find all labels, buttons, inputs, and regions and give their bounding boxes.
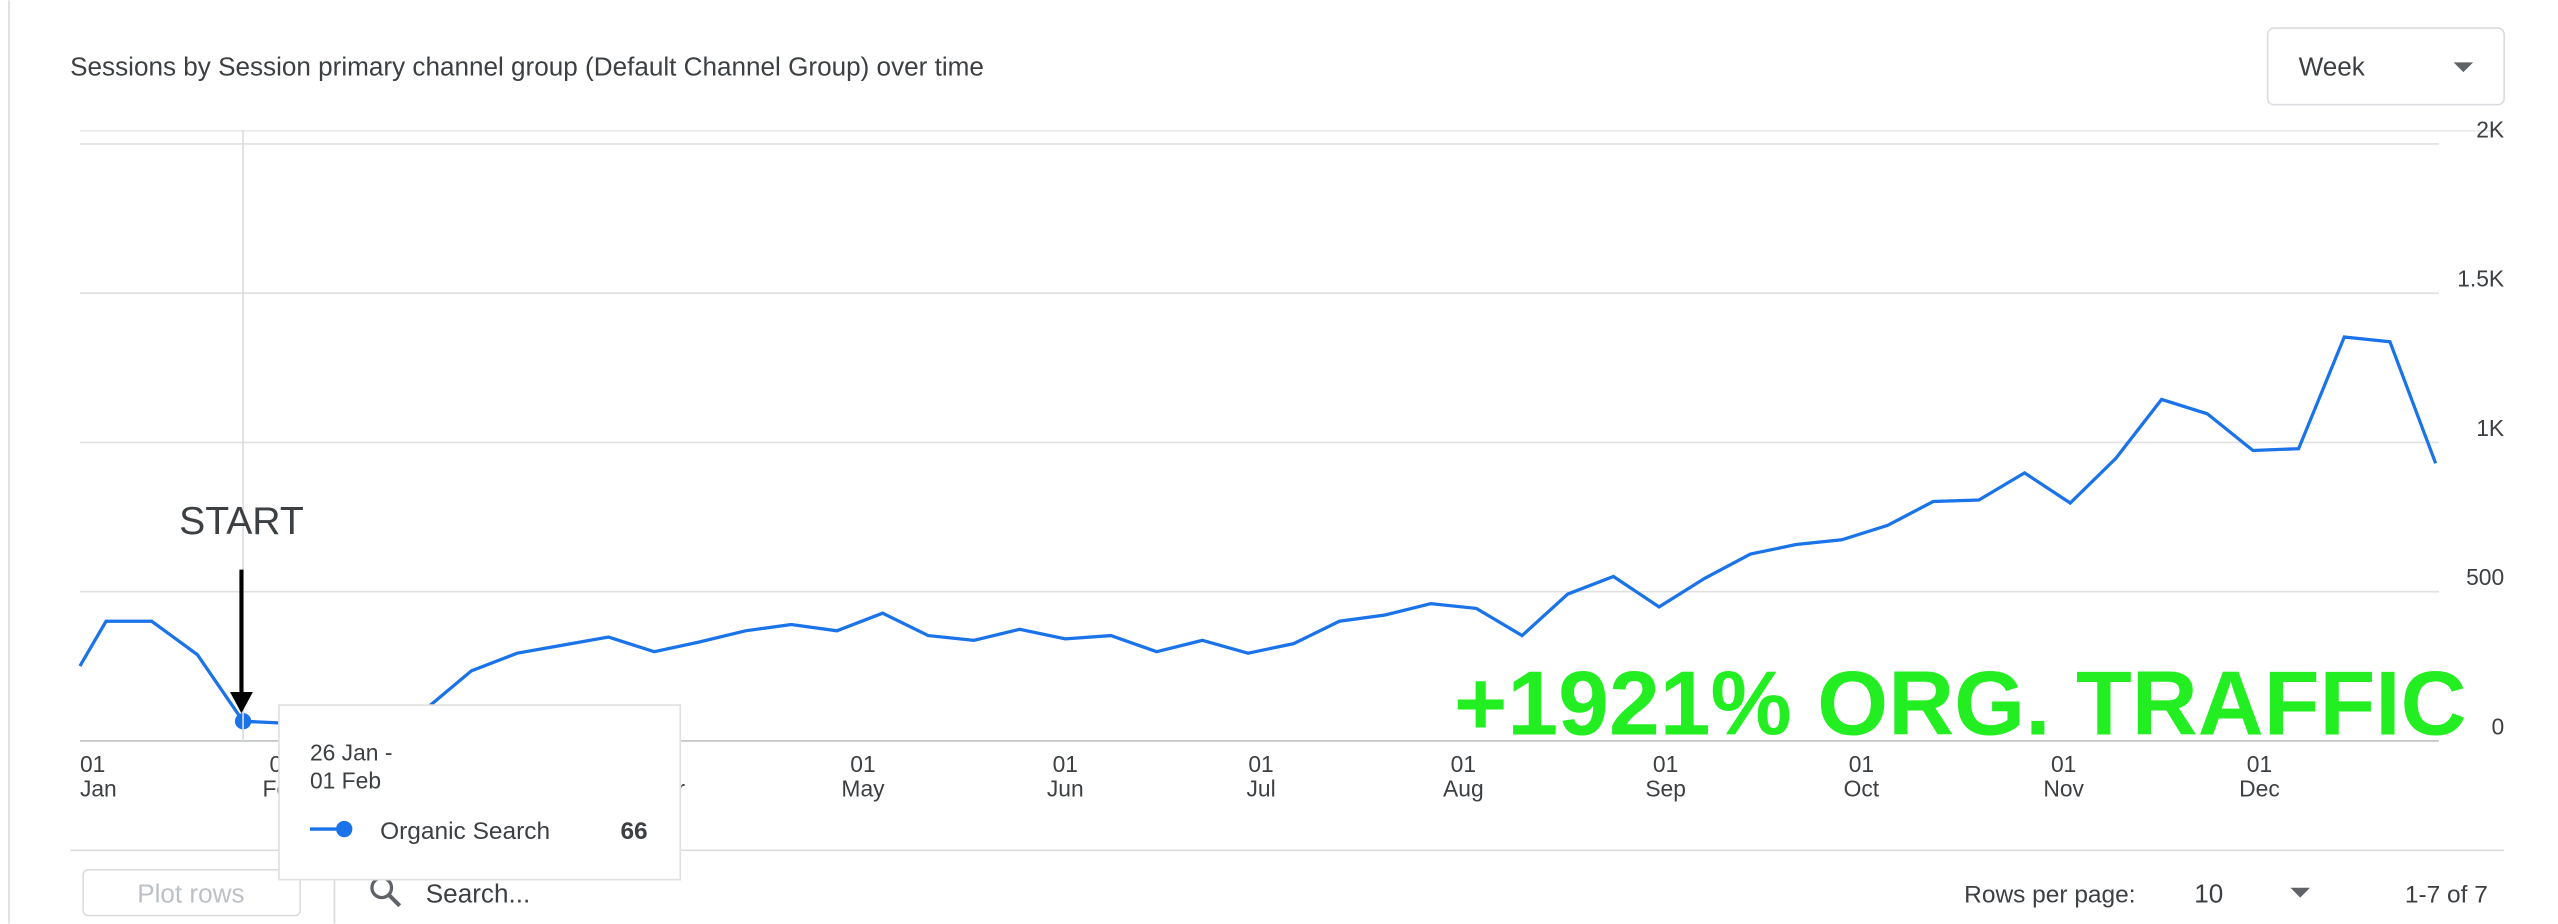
period-dropdown[interactable] [2266, 27, 2505, 106]
tooltip-series-name: Organic Search [380, 818, 550, 845]
rows-per-page-value[interactable]: 10 [2194, 878, 2223, 908]
rows-per-page-label: Rows per page: [1964, 881, 2135, 908]
x-tick-day: 01 [1053, 751, 1078, 777]
x-tick-month: Jun [1047, 775, 1084, 801]
y-tick-label: 0 [2491, 713, 2504, 739]
x-tick-day: 01 [1653, 751, 1678, 777]
y-tick-label: 2K [2476, 116, 2504, 142]
tooltip-value: 66 [620, 818, 647, 845]
x-tick-month: Dec [2239, 775, 2280, 801]
x-tick-day: 01 [2051, 751, 2076, 777]
x-tick-day: 01 [1248, 751, 1273, 777]
x-tick-month: Aug [1443, 775, 1484, 801]
plot-rows-button[interactable] [82, 869, 301, 917]
period-value[interactable]: Week [2299, 51, 2366, 81]
x-tick-day: 01 [1849, 751, 1874, 777]
tooltip: 26 Jan - 01 Feb Organic Search 66 [278, 704, 682, 881]
x-tick-day: 01 [80, 751, 105, 777]
y-tick-label: 1K [2476, 415, 2504, 441]
x-tick-day: 01 [850, 751, 875, 777]
annotation-growth: +1921% ORG. TRAFFIC [1454, 652, 2467, 754]
tooltip-box [278, 704, 682, 881]
search-icon-handle[interactable] [386, 892, 402, 908]
x-tick-month: Oct [1844, 775, 1880, 801]
y-tick-label: 1.5K [2457, 266, 2504, 292]
plot-rows-label[interactable]: Plot rows [137, 878, 244, 908]
plot-area: 05001K1.5K2K01Jan01Feb01Mar01Apr01May01J… [78, 116, 2504, 801]
tooltip-swatch-dot [336, 820, 353, 838]
x-tick-day: 01 [2247, 751, 2272, 777]
y-tick-label: 500 [2466, 564, 2504, 590]
x-tick-month: Sep [1645, 775, 1686, 801]
dropdown-arrow[interactable] [2453, 62, 2474, 73]
annotation-start: START [179, 500, 304, 543]
annotation-arrowhead [230, 692, 253, 714]
tooltip-date-from: 26 Jan - [310, 740, 393, 766]
x-tick-month: May [841, 775, 885, 801]
x-tick-month: Jan [80, 775, 117, 801]
x-tick-day: 01 [1451, 751, 1476, 777]
search-input[interactable]: Search... [426, 878, 530, 908]
pagination-range: 1-7 of 7 [2405, 881, 2488, 908]
tooltip-date-to: 01 Feb [310, 767, 381, 793]
x-tick-month: Nov [2043, 775, 2084, 801]
chart-title: Sessions by Session primary channel grou… [70, 51, 984, 81]
rows-dropdown-arrow[interactable] [2290, 887, 2311, 898]
series-line [78, 335, 2438, 729]
x-tick-month: Jul [1246, 775, 1275, 801]
